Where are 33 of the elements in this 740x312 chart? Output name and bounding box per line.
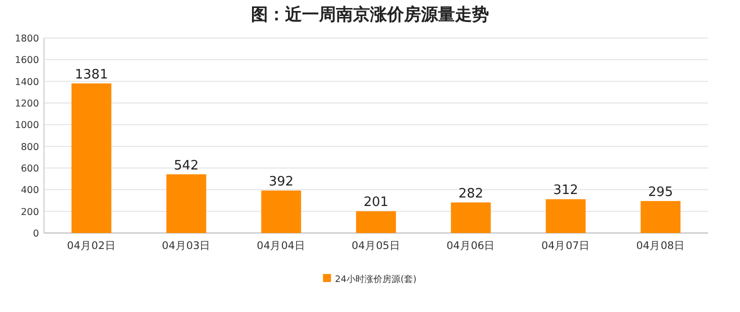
bar [261, 190, 302, 233]
data-label: 295 [648, 185, 673, 200]
data-label: 392 [268, 174, 294, 190]
x-tick-label: 04月02日 [67, 240, 116, 252]
y-tick-label: 1400 [14, 76, 39, 88]
legend-label: 24小时涨价房源(套) [335, 274, 416, 285]
y-tick-label: 200 [20, 206, 39, 218]
x-tick-label: 04月04日 [256, 240, 306, 252]
chart-title: 图：近一周南京涨价房源量走势 [251, 5, 489, 25]
y-tick-label: 0 [32, 228, 39, 240]
data-label: 312 [553, 183, 578, 198]
y-tick-label: 1000 [14, 120, 39, 132]
x-tick-label: 04月03日 [162, 240, 211, 252]
y-tick-label: 1600 [14, 55, 39, 66]
data-label: 1381 [74, 67, 108, 82]
x-tick-label: 04月05日 [352, 240, 400, 252]
bar [356, 211, 396, 233]
x-tick-label: 04月08日 [636, 240, 685, 252]
y-tick-label: 600 [20, 164, 39, 174]
y-tick-label: 1800 [14, 34, 39, 44]
x-tick-label: 04月07日 [541, 240, 590, 252]
y-tick-label: 1200 [14, 98, 39, 110]
data-label: 282 [458, 186, 484, 202]
bar [450, 202, 491, 233]
bar [640, 201, 680, 233]
y-tick-label: 800 [20, 142, 39, 153]
bar [72, 83, 112, 233]
bar [166, 174, 206, 233]
x-tick-label: 04月06日 [446, 240, 496, 252]
y-tick-label: 400 [20, 185, 39, 196]
data-label: 542 [174, 158, 199, 174]
bar [546, 199, 586, 233]
data-label: 201 [364, 195, 388, 210]
